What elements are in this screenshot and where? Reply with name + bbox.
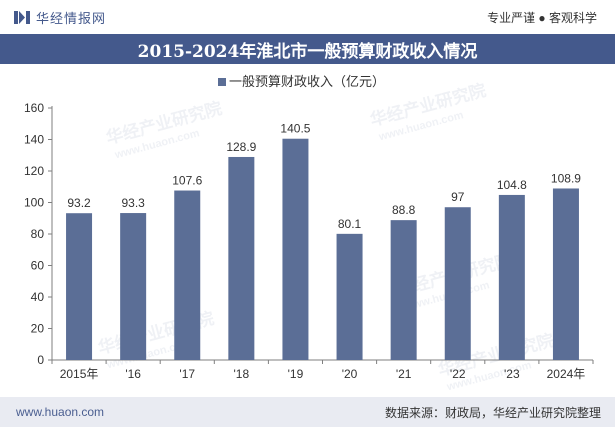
bar — [282, 138, 309, 360]
value-label: 128.9 — [226, 140, 256, 154]
value-label: 104.8 — [497, 178, 527, 192]
bars — [66, 138, 579, 360]
value-label: 108.9 — [551, 171, 581, 185]
y-tick-label: 160 — [24, 101, 44, 115]
top-bar: 华经情报网 专业严谨 ● 客观科学 — [0, 0, 615, 34]
bar — [228, 156, 255, 360]
y-tick-label: 0 — [37, 353, 44, 367]
x-tick-label: '19 — [288, 367, 304, 381]
y-tick-label: 140 — [24, 133, 44, 147]
x-tick-label: '22 — [450, 367, 466, 381]
y-tick-label: 120 — [24, 164, 44, 178]
value-label: 140.5 — [280, 122, 310, 136]
value-label: 107.6 — [172, 174, 202, 188]
tagline: 专业严谨 ● 客观科学 — [487, 10, 597, 25]
value-label: 97 — [451, 190, 465, 204]
bar — [336, 233, 363, 360]
value-label: 80.1 — [338, 217, 362, 231]
x-tick-label: 2015年 — [60, 367, 99, 381]
y-tick-label: 40 — [31, 290, 45, 304]
bar — [552, 188, 579, 360]
x-tick-label: '23 — [504, 367, 520, 381]
x-tick-label: '21 — [396, 367, 412, 381]
y-axis: 0 20 40 60 80 100 120 140 160 — [24, 101, 53, 367]
brand: 华经情报网 — [14, 8, 106, 27]
bar — [120, 213, 147, 360]
watermarks: 华经产业研究院www.huaon.com华经产业研究院www.huaon.com… — [96, 80, 556, 394]
x-tick-label: '16 — [125, 367, 141, 381]
brand-name: 华经情报网 — [36, 10, 107, 26]
y-tick-label: 60 — [31, 259, 45, 273]
y-tick-label: 20 — [31, 322, 45, 336]
footer-url[interactable]: www.huaon.com — [16, 405, 105, 419]
y-tick-label: 100 — [24, 196, 44, 210]
title-bar: 2015-2024年淮北市一般预算财政收入情况 — [0, 34, 615, 64]
x-tick-label: '18 — [234, 367, 250, 381]
bar — [66, 213, 93, 360]
chart-title: 2015-2024年淮北市一般预算财政收入情况 — [137, 41, 478, 62]
legend-label: 一般预算财政收入（亿元） — [229, 74, 385, 89]
value-label: 93.3 — [121, 196, 145, 210]
value-label: 88.8 — [392, 203, 416, 217]
bar — [390, 220, 417, 360]
x-tick-label: '20 — [342, 367, 358, 381]
x-tick-label: '17 — [179, 367, 195, 381]
value-label: 93.2 — [67, 196, 91, 210]
bar-chart: 华经产业研究院www.huaon.com华经产业研究院www.huaon.com… — [24, 74, 594, 394]
y-tick-label: 80 — [31, 227, 45, 241]
logo-icon — [14, 10, 30, 24]
bar — [174, 190, 201, 360]
value-labels: 93.2 93.3 107.6 128.9 140.5 80.1 88.8 97 104.8 10… — [67, 122, 581, 231]
legend-swatch — [218, 78, 226, 86]
bar — [444, 207, 471, 360]
x-tick-label: 2024年 — [547, 367, 586, 381]
data-source: 数据来源：财政局，华经产业研究院整理 — [384, 405, 601, 420]
legend: 一般预算财政收入（亿元） — [218, 74, 385, 89]
footer: www.huaon.com 数据来源：财政局，华经产业研究院整理 — [0, 397, 615, 427]
bar — [498, 194, 525, 360]
